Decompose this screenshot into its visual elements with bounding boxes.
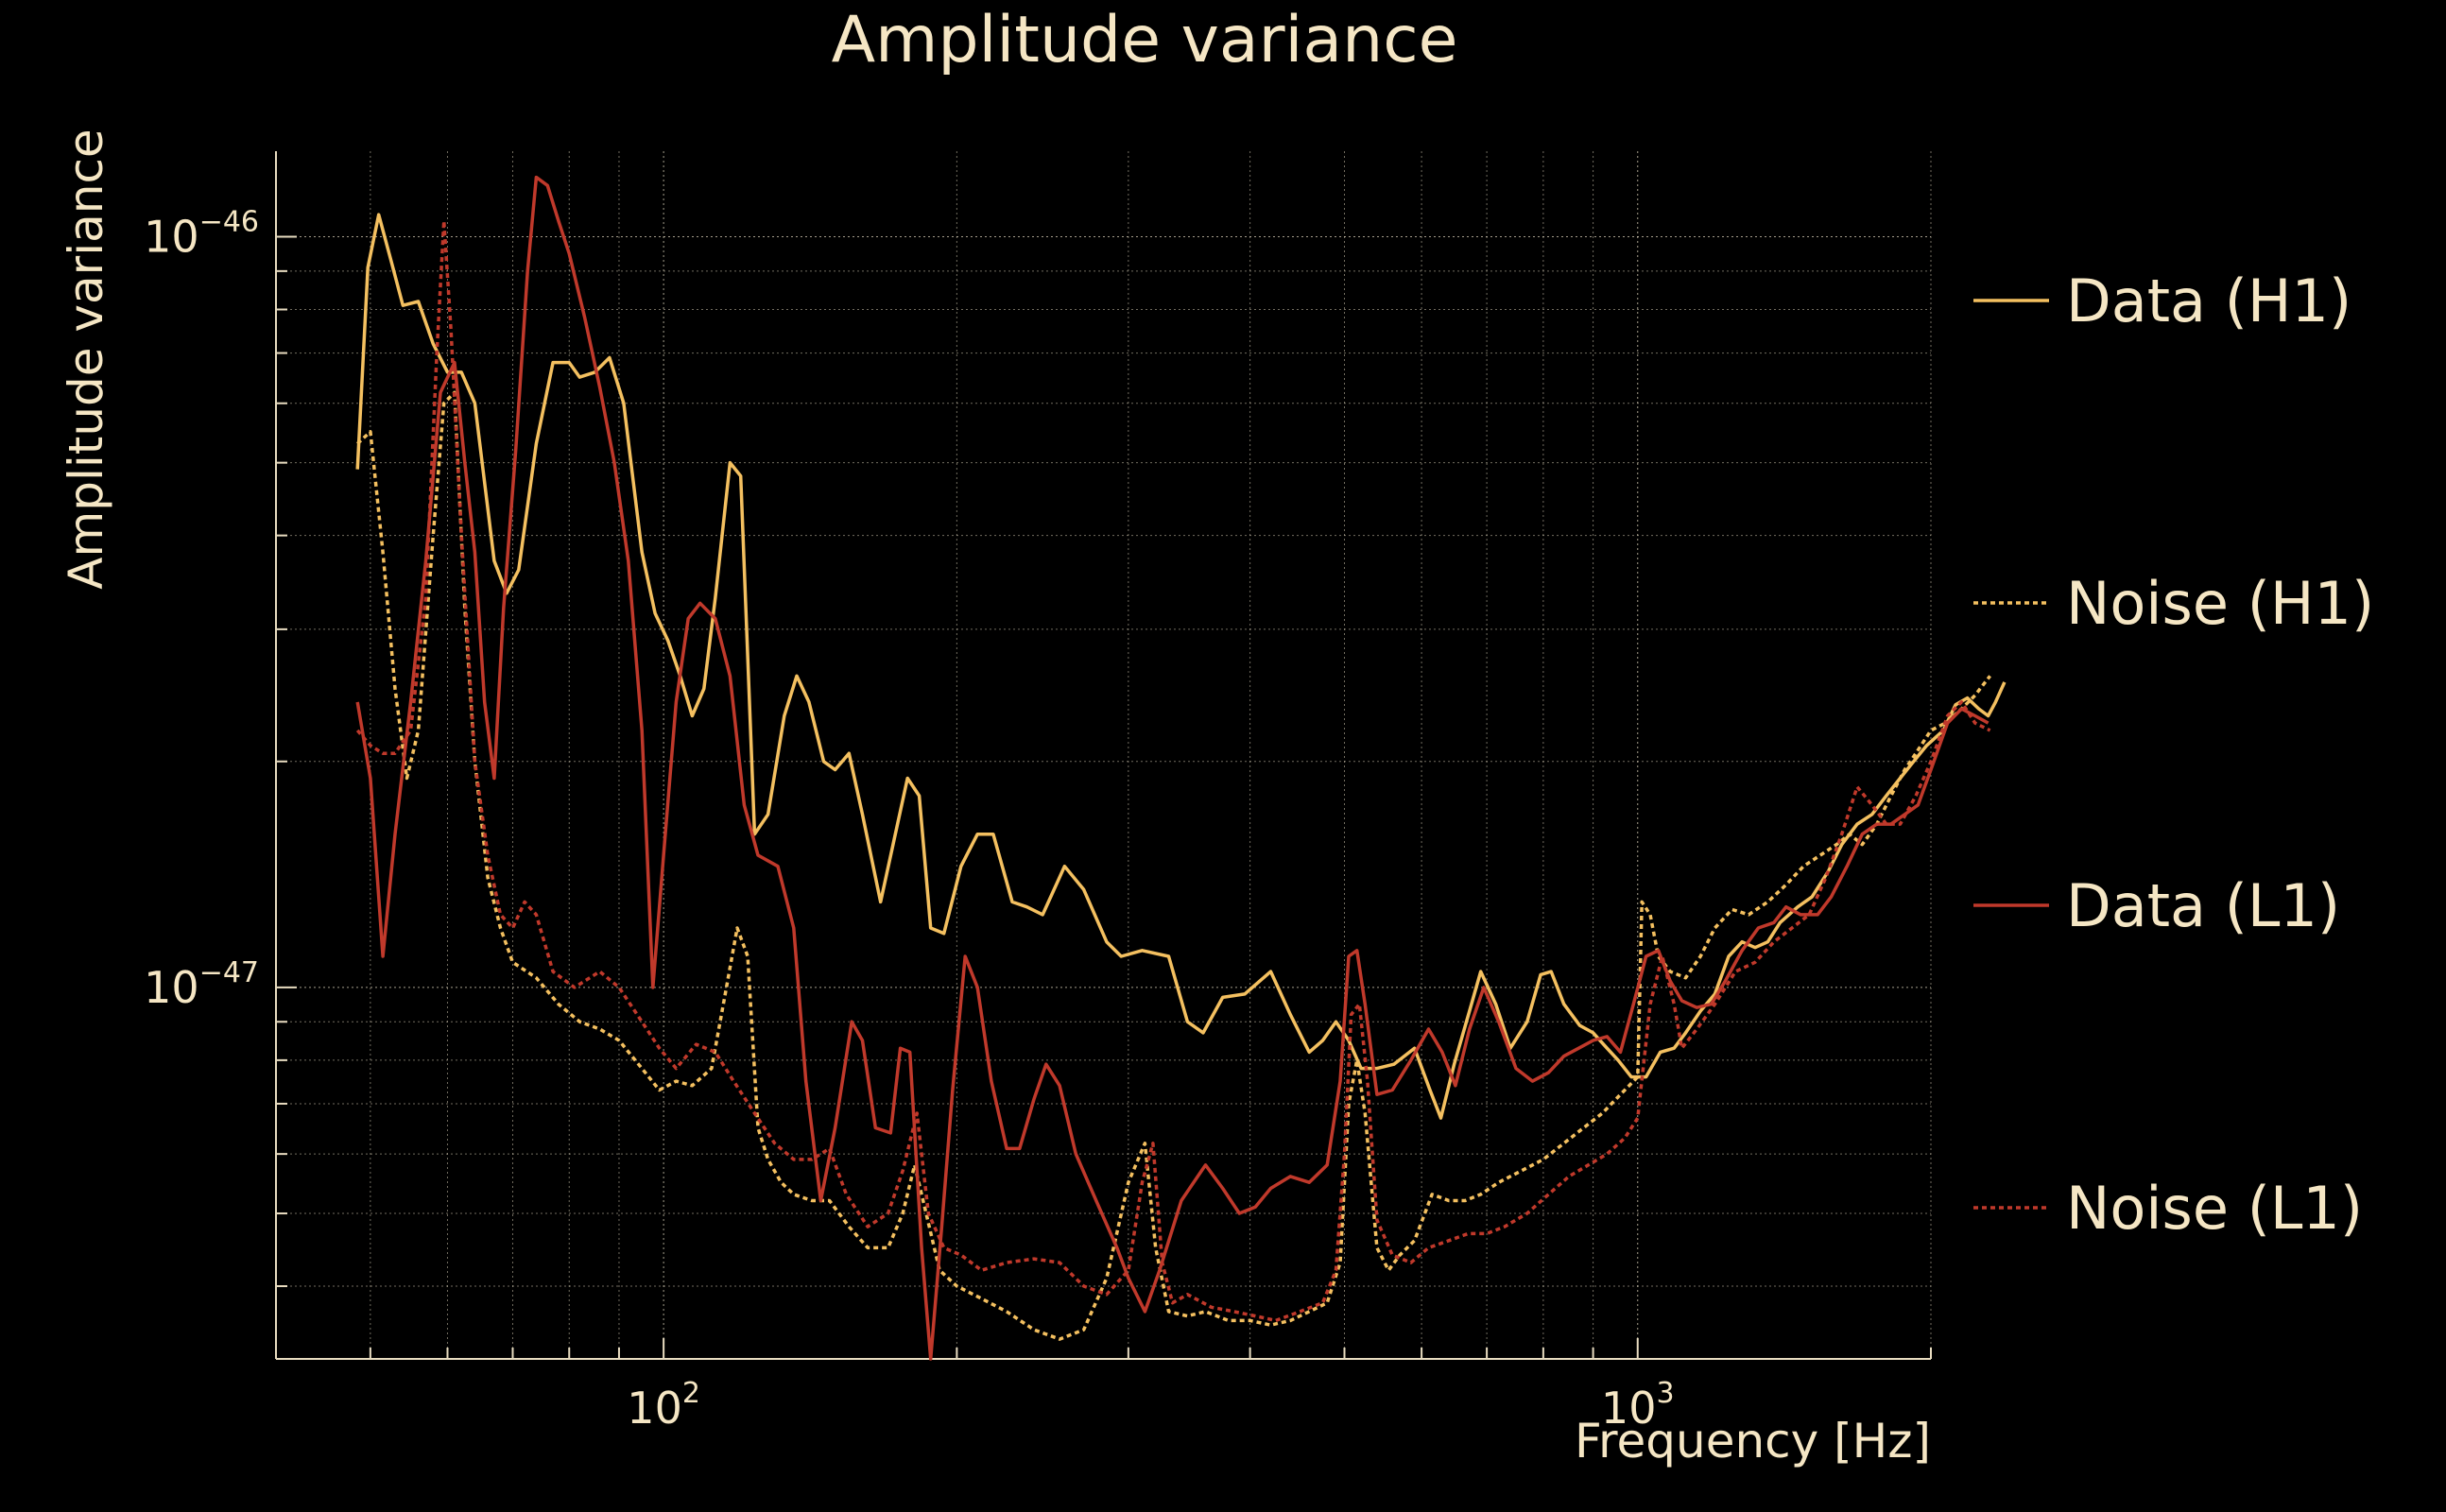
legend-label: Data (L1) bbox=[2066, 871, 2340, 940]
series-lines bbox=[355, 175, 2007, 1361]
y-tick-label: 10−46 bbox=[144, 206, 259, 263]
x-tick-label: 103 bbox=[1601, 1377, 1675, 1434]
grid bbox=[276, 151, 1932, 1359]
x-axis-label: Frequency [Hz] bbox=[1575, 1414, 1931, 1469]
series-line-0 bbox=[355, 213, 2007, 1120]
legend-label: Data (H1) bbox=[2066, 266, 2351, 335]
legend-label: Noise (L1) bbox=[2066, 1174, 2363, 1243]
legend: Data (H1) Noise (H1) Data (L1) Noise (L1) bbox=[1973, 266, 2374, 1243]
y-tick-label: 10−47 bbox=[144, 956, 259, 1013]
tick-labels: 102 103 10−46 10−47 bbox=[144, 206, 1674, 1434]
x-tick-label: 102 bbox=[627, 1377, 700, 1434]
y-axis-label: Amplitude variance bbox=[59, 129, 113, 589]
series-line-3 bbox=[355, 218, 1991, 1323]
series-line-1 bbox=[356, 390, 1991, 1341]
chart-title: Amplitude variance bbox=[832, 3, 1458, 77]
series-line-2 bbox=[355, 175, 1990, 1361]
axes bbox=[275, 151, 1932, 1360]
legend-label: Noise (H1) bbox=[2066, 569, 2374, 638]
